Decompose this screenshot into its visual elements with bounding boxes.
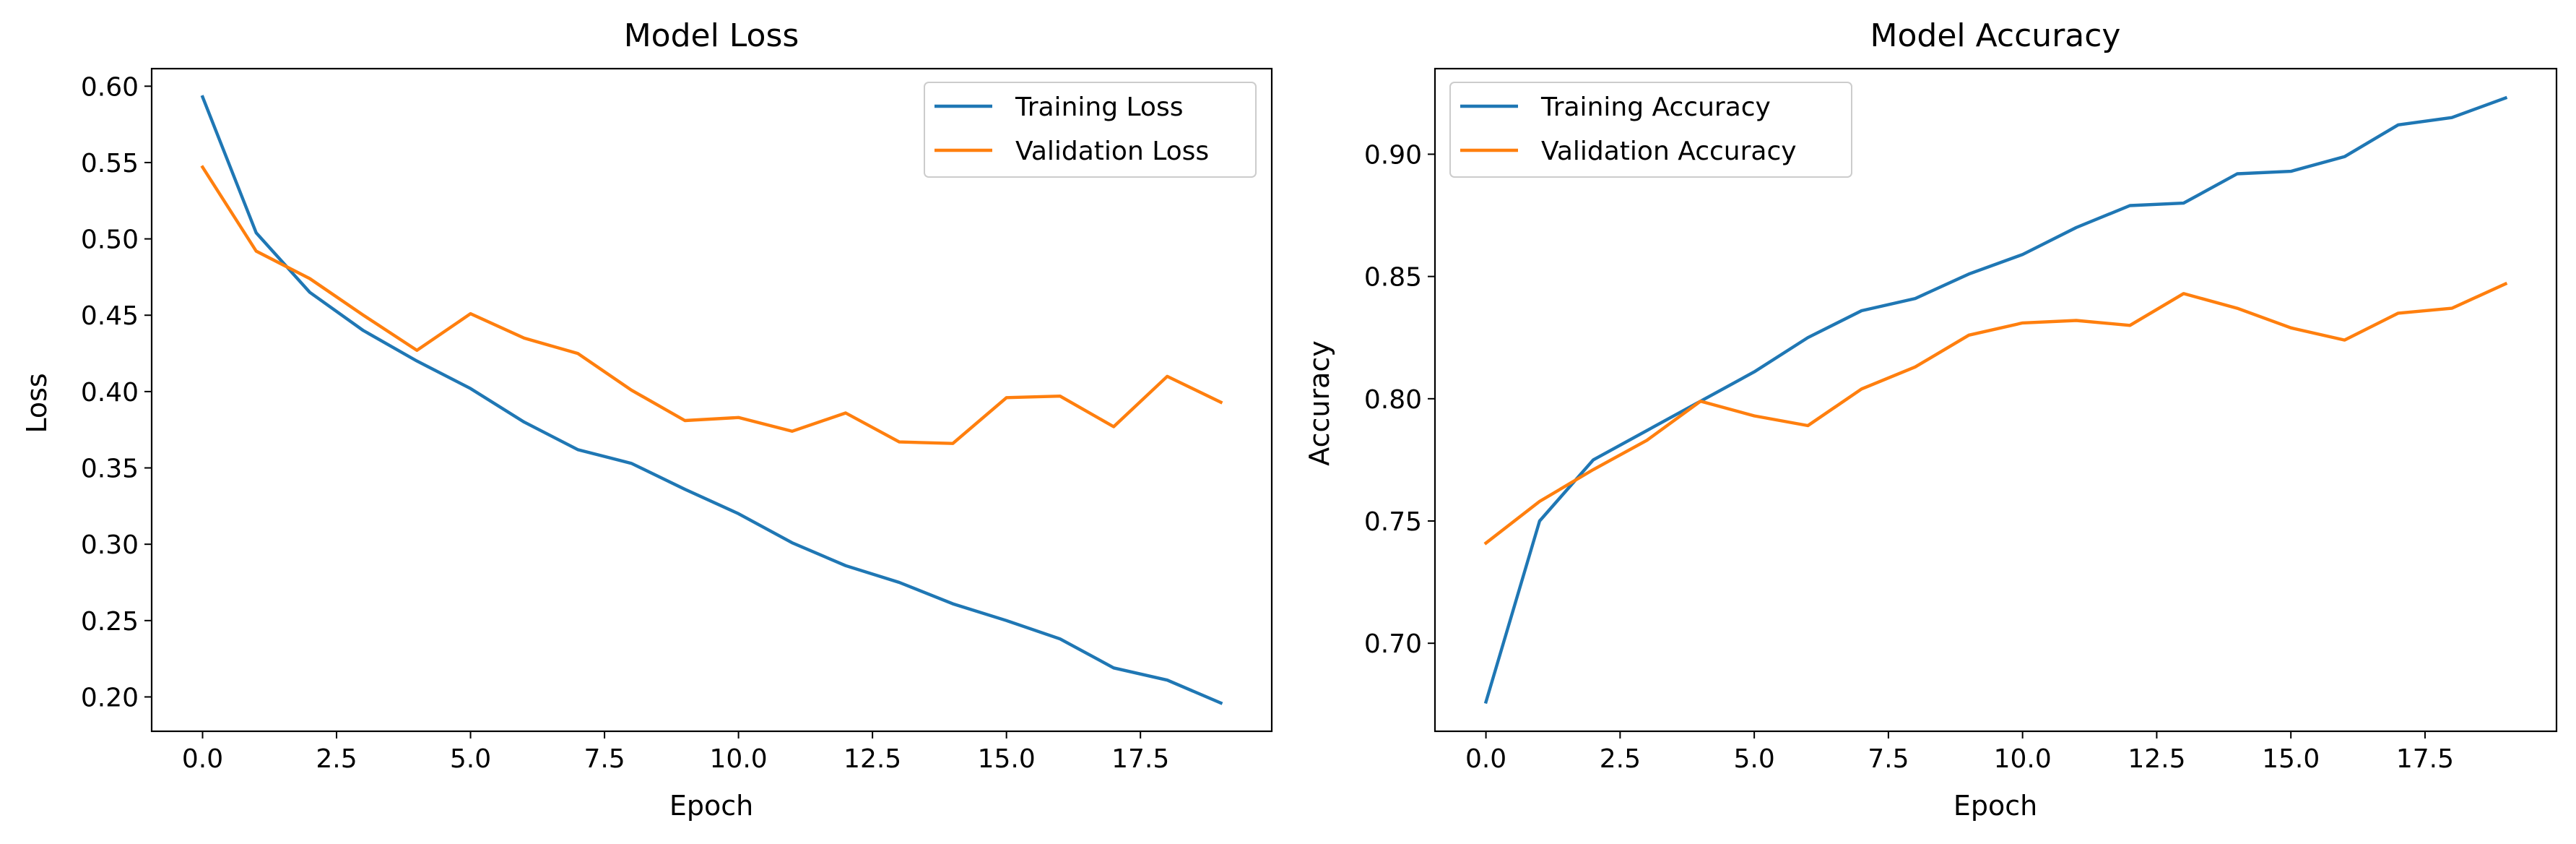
loss-y-axis-label: Loss	[21, 373, 53, 433]
accuracy-x-axis-label: Epoch	[1953, 790, 2037, 822]
loss-x-tick-label: 0.0	[182, 744, 223, 774]
accuracy-x-tick-label: 17.5	[2396, 744, 2454, 774]
accuracy-x-tick-label: 5.0	[1733, 744, 1774, 774]
accuracy-chart-title: Model Accuracy	[1870, 17, 2121, 54]
loss-y-tick-label: 0.20	[81, 683, 139, 712]
loss-axes-frame	[150, 67, 1273, 733]
accuracy-x-tick-label: 0.0	[1465, 744, 1506, 774]
accuracy-x-tick-label: 2.5	[1600, 744, 1641, 774]
loss-plot-area: 0.0 2.5 5.0 7.5 10.0 12.5 15.0 17.5 0.20 0.25 0.30…	[81, 67, 1273, 774]
loss-y-tick-label: 0.30	[81, 530, 139, 560]
accuracy-legend-label-1: Validation Accuracy	[1541, 137, 1797, 166]
accuracy-y-axis-label: Accuracy	[1304, 340, 1335, 466]
loss-chart: Model Loss 0.0 2.5 5.0 7.5 10.0 12.5 15.0 17.50…	[21, 17, 1273, 822]
loss-y-tick-label: 0.60	[81, 72, 139, 102]
loss-y-tick-label: 0.45	[81, 301, 139, 331]
loss-y-tick-label: 0.40	[81, 378, 139, 408]
loss-x-tick-label: 17.5	[1111, 744, 1169, 774]
accuracy-y-tick-label: 0.80	[1364, 385, 1422, 415]
loss-series-line-0	[200, 95, 1223, 705]
loss-y-tick-label: 0.25	[81, 607, 139, 637]
loss-legend	[924, 82, 1257, 178]
accuracy-axes-frame	[1434, 67, 2558, 733]
loss-series-line-1	[200, 165, 1223, 445]
accuracy-plot-area: 0.0 2.5 5.0 7.5 10.0 12.5 15.0 17.5 0.70 0.75 0.80…	[1364, 67, 2558, 774]
loss-y-tick-label: 0.35	[81, 455, 139, 484]
loss-x-tick-label: 12.5	[844, 744, 901, 774]
loss-legend-label-1: Validation Loss	[1015, 137, 1209, 166]
accuracy-x-tick-label: 15.0	[2262, 744, 2320, 774]
loss-x-tick-label: 7.5	[584, 744, 625, 774]
loss-legend-label-0: Training Loss	[1015, 92, 1183, 122]
loss-y-tick-label: 0.55	[81, 149, 139, 178]
accuracy-series-line-0	[1483, 95, 2508, 705]
accuracy-x-tick-label: 10.0	[1994, 744, 2052, 774]
loss-x-axis-label: Epoch	[669, 790, 753, 822]
accuracy-chart: Model Accuracy 0.0 2.5 5.0 7.5 10.0 12.5 15.0 1…	[1304, 17, 2558, 822]
accuracy-series-line-1	[1483, 281, 2508, 546]
accuracy-y-tick-label: 0.90	[1364, 140, 1422, 170]
accuracy-y-tick-label: 0.75	[1364, 507, 1422, 537]
loss-x-tick-label: 2.5	[316, 744, 357, 774]
accuracy-y-tick-label: 0.70	[1364, 629, 1422, 659]
accuracy-legend-label-0: Training Accuracy	[1540, 92, 1771, 122]
accuracy-x-tick-label: 12.5	[2128, 744, 2185, 774]
accuracy-x-tick-label: 7.5	[1868, 744, 1909, 774]
accuracy-y-tick-label: 0.85	[1364, 263, 1422, 293]
accuracy-legend	[1449, 82, 1852, 178]
loss-x-tick-label: 15.0	[978, 744, 1036, 774]
loss-x-tick-label: 10.0	[710, 744, 768, 774]
loss-x-tick-label: 5.0	[450, 744, 491, 774]
loss-chart-title: Model Loss	[624, 17, 799, 54]
loss-y-tick-label: 0.50	[81, 225, 139, 255]
